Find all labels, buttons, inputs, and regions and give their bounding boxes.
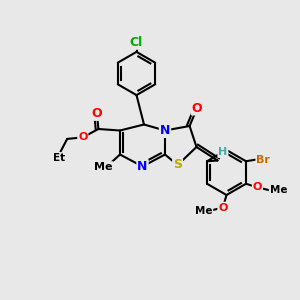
Text: N: N [160, 124, 170, 137]
Text: S: S [173, 158, 182, 172]
Text: Br: Br [256, 155, 270, 165]
Text: O: O [253, 182, 262, 192]
Text: Et: Et [53, 153, 65, 163]
Text: O: O [92, 107, 102, 120]
Text: Me: Me [270, 185, 287, 195]
Text: O: O [192, 101, 203, 115]
Text: N: N [137, 160, 148, 173]
Text: H: H [218, 147, 227, 157]
Text: O: O [78, 132, 88, 142]
Text: Cl: Cl [130, 36, 143, 49]
Text: O: O [218, 202, 228, 213]
Text: Me: Me [195, 206, 212, 216]
Text: Me: Me [94, 162, 113, 172]
